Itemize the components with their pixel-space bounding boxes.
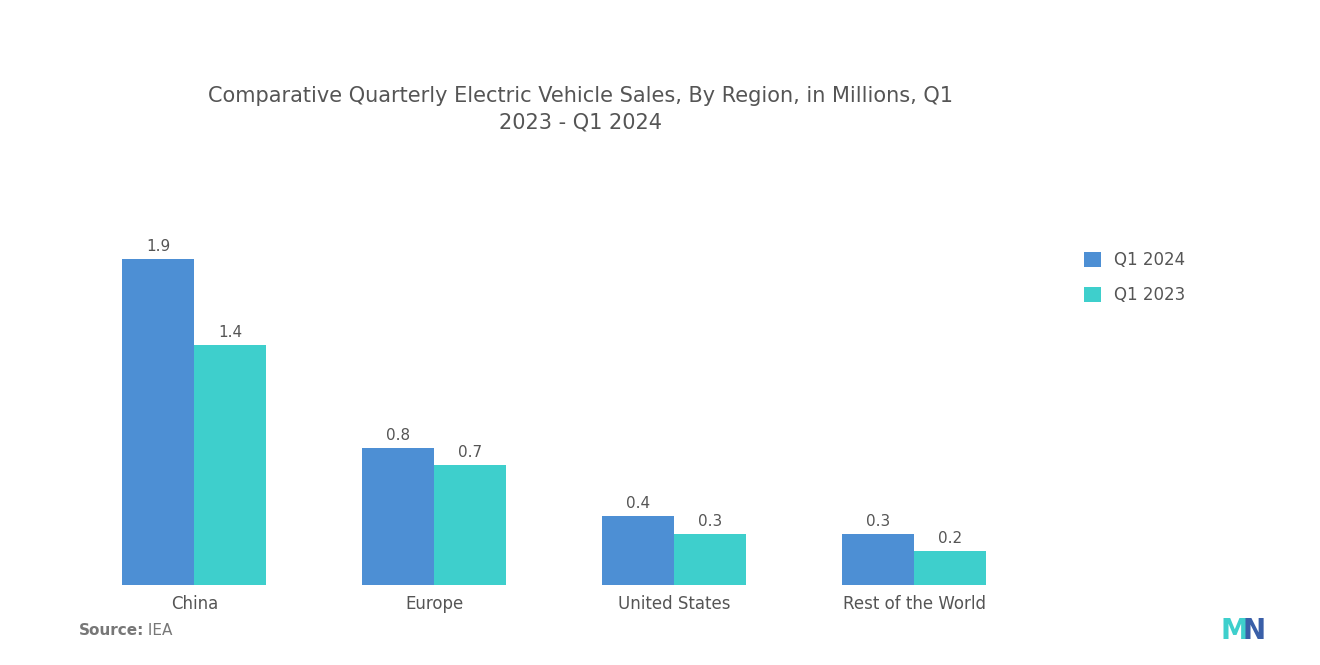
Bar — [194, 344, 267, 585]
Text: N: N — [1242, 617, 1266, 645]
Bar — [602, 517, 675, 585]
Text: 0.3: 0.3 — [698, 513, 722, 529]
Text: 0.3: 0.3 — [866, 513, 891, 529]
Bar — [915, 551, 986, 585]
Bar — [434, 465, 507, 585]
Text: M: M — [1221, 617, 1247, 645]
Bar — [363, 448, 434, 585]
Text: 0.4: 0.4 — [626, 496, 651, 511]
Text: 0.8: 0.8 — [387, 428, 411, 443]
Text: 0.2: 0.2 — [939, 531, 962, 546]
Bar — [675, 533, 746, 585]
Text: IEA: IEA — [143, 623, 172, 638]
Text: Source:: Source: — [79, 623, 145, 638]
Text: 0.7: 0.7 — [458, 445, 483, 460]
Bar — [123, 259, 194, 585]
Text: 1.9: 1.9 — [147, 239, 170, 253]
Bar — [842, 533, 915, 585]
Text: Comparative Quarterly Electric Vehicle Sales, By Region, in Millions, Q1
2023 - : Comparative Quarterly Electric Vehicle S… — [209, 86, 953, 133]
Text: 1.4: 1.4 — [218, 325, 243, 340]
Legend: Q1 2024, Q1 2023: Q1 2024, Q1 2023 — [1076, 243, 1193, 313]
